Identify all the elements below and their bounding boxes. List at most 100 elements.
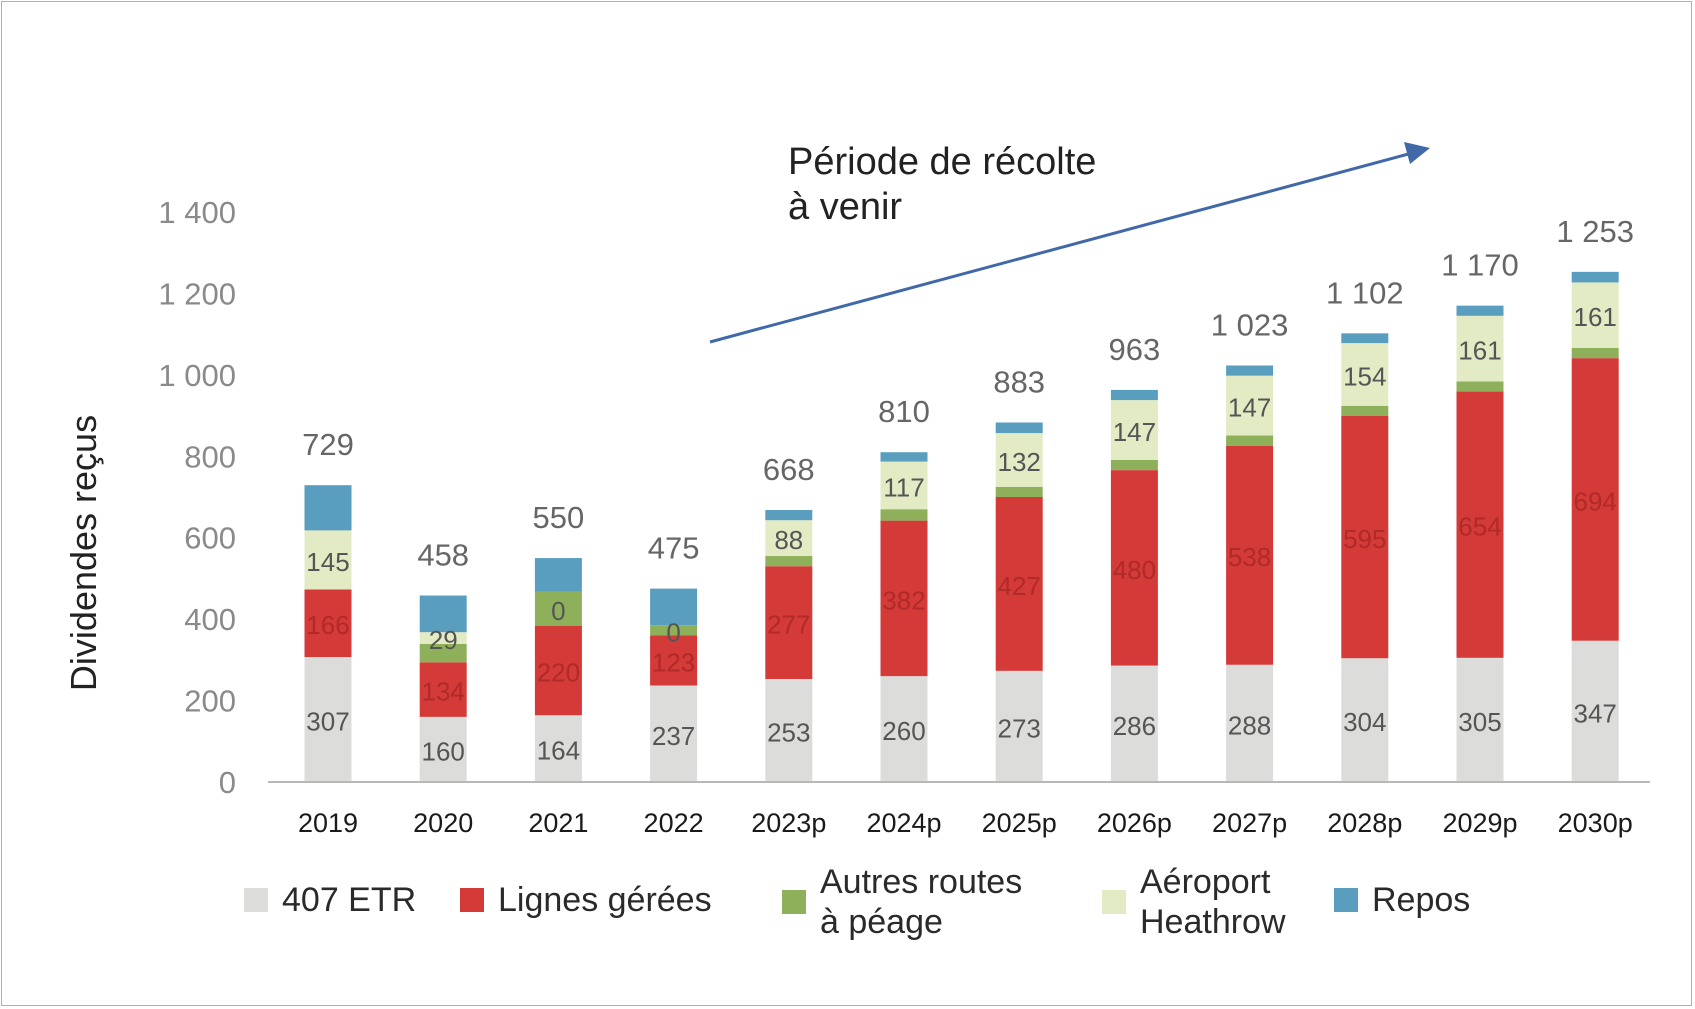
bar-segment-3-2027p [1226, 375, 1274, 436]
legend-label-aeroport-heathrow: Aéroport Heathrow [1140, 863, 1286, 941]
segment-value-label: 164 [537, 736, 580, 766]
x-tick-label: 2022 [644, 808, 704, 838]
total-value-label: 1 170 [1441, 248, 1519, 283]
y-tick-label: 1 400 [158, 195, 236, 230]
bar-segment-0-2028p [1341, 658, 1389, 782]
legend-label-407-etr: 407 ETR [282, 881, 417, 919]
bar-segment-1-2030p [1571, 358, 1619, 641]
x-tick-label: 2019 [298, 808, 358, 838]
segment-value-label: 654 [1458, 512, 1501, 542]
segment-value-label: 161 [1574, 302, 1617, 332]
total-value-label: 458 [417, 538, 469, 573]
bar-segment-1-2029p [1456, 391, 1504, 658]
bar-segment-0-2025p [995, 670, 1043, 782]
segment-value-label: 694 [1574, 486, 1617, 516]
total-value-label: 729 [302, 427, 354, 462]
legend-swatch-lignes-gerees [460, 888, 484, 912]
bar-segment-1-2023p [765, 566, 813, 679]
segment-value-label: 147 [1228, 393, 1271, 423]
segment-value-label: 0 [551, 596, 565, 626]
bar-segment-2-2025p [995, 486, 1043, 497]
segment-value-label: 253 [767, 717, 810, 747]
y-tick-label: 600 [184, 521, 236, 556]
legend-swatch-407-etr [244, 888, 268, 912]
legend-swatch-repos [1334, 888, 1358, 912]
segment-value-label: 166 [306, 610, 349, 640]
bar-segment-1-2028p [1341, 415, 1389, 659]
bar-segment-2-2026p [1110, 459, 1158, 471]
total-value-label: 668 [763, 452, 815, 487]
legend-item-autres-routes: Autres routes à péage [782, 862, 1022, 942]
segment-value-label: 288 [1228, 710, 1271, 740]
segment-value-label: 160 [422, 736, 465, 766]
bar-segment-3-2029p [1456, 315, 1504, 382]
y-tick-label: 200 [184, 684, 236, 719]
bar-segment-1-2025p [995, 497, 1043, 671]
bar-segment-2-2022 [650, 625, 698, 636]
bar-segment-0-2029p [1456, 657, 1504, 782]
bar-segment-4-2026p [1110, 389, 1158, 401]
y-tick-label: 400 [184, 602, 236, 637]
segment-value-label: 273 [998, 713, 1041, 743]
bar-segment-0-2019 [304, 657, 352, 782]
x-tick-label: 2023p [751, 808, 826, 838]
segment-value-label: 147 [1113, 417, 1156, 447]
trend-arrow-head [1404, 142, 1430, 164]
bar-segment-1-2026p [1110, 470, 1158, 666]
y-axis-label: Dividendes reçus [63, 414, 104, 692]
legend-item-repos: Repos [1334, 880, 1470, 920]
segment-value-label: 595 [1343, 524, 1386, 554]
y-tick-label: 0 [219, 765, 236, 800]
bar-segment-4-2021 [534, 558, 582, 592]
legend-swatch-aeroport-heathrow [1102, 890, 1126, 914]
bar-segment-3-2025p [995, 433, 1043, 487]
segment-value-label: 154 [1343, 361, 1386, 391]
bar-segment-4-2020 [419, 595, 467, 633]
x-tick-label: 2028p [1327, 808, 1402, 838]
bar-segment-4-2024p [880, 452, 928, 462]
bar-segment-3-2028p [1341, 343, 1389, 406]
legend: 407 ETR Lignes gérées Autres routes à pé… [0, 860, 1695, 950]
segment-value-label: 382 [882, 585, 925, 615]
bar-segment-4-2019 [304, 485, 352, 531]
bar-segment-4-2027p [1226, 365, 1274, 376]
segment-value-label: 277 [767, 610, 810, 640]
total-value-label: 963 [1109, 332, 1161, 367]
bar-segment-2-2021 [534, 591, 582, 626]
segment-value-label: 220 [537, 657, 580, 687]
segment-value-label: 538 [1228, 542, 1271, 572]
segment-value-label: 88 [774, 525, 803, 555]
total-value-label: 1 023 [1211, 307, 1289, 342]
bar-segment-4-2025p [995, 422, 1043, 434]
legend-label-lignes-gerees: Lignes gérées [498, 881, 712, 919]
bar-segment-0-2024p [880, 676, 928, 782]
segment-value-label: 123 [652, 647, 695, 677]
bar-segment-3-2019 [304, 530, 352, 590]
x-tick-label: 2030p [1558, 808, 1633, 838]
segment-value-label: 305 [1458, 707, 1501, 737]
x-tick-label: 2025p [982, 808, 1057, 838]
y-tick-label: 1 200 [158, 276, 236, 311]
total-value-label: 1 102 [1326, 275, 1404, 310]
x-tick-label: 2020 [413, 808, 473, 838]
bar-segment-4-2030p [1571, 271, 1619, 283]
bar-segment-0-2023p [765, 678, 813, 782]
bar-segment-0-2020 [419, 716, 467, 782]
bar-segment-1-2022 [650, 635, 698, 686]
legend-label-repos: Repos [1372, 881, 1471, 919]
segment-value-label: 117 [883, 472, 924, 502]
bar-segment-1-2019 [304, 589, 352, 658]
total-value-label: 550 [533, 500, 585, 535]
segment-value-label: 145 [306, 547, 349, 577]
x-tick-label: 2029p [1442, 808, 1517, 838]
segment-value-label: 0 [666, 617, 680, 647]
bar-segment-2-2028p [1341, 405, 1389, 416]
bar-segment-2-2023p [765, 556, 813, 567]
y-tick-label: 800 [184, 439, 236, 474]
segment-value-label: 29 [429, 625, 458, 655]
segment-value-label: 161 [1458, 336, 1501, 366]
legend-swatch-autres-routes [782, 890, 806, 914]
bar-segment-0-2030p [1571, 640, 1619, 782]
bar-segment-3-2020 [419, 632, 467, 644]
